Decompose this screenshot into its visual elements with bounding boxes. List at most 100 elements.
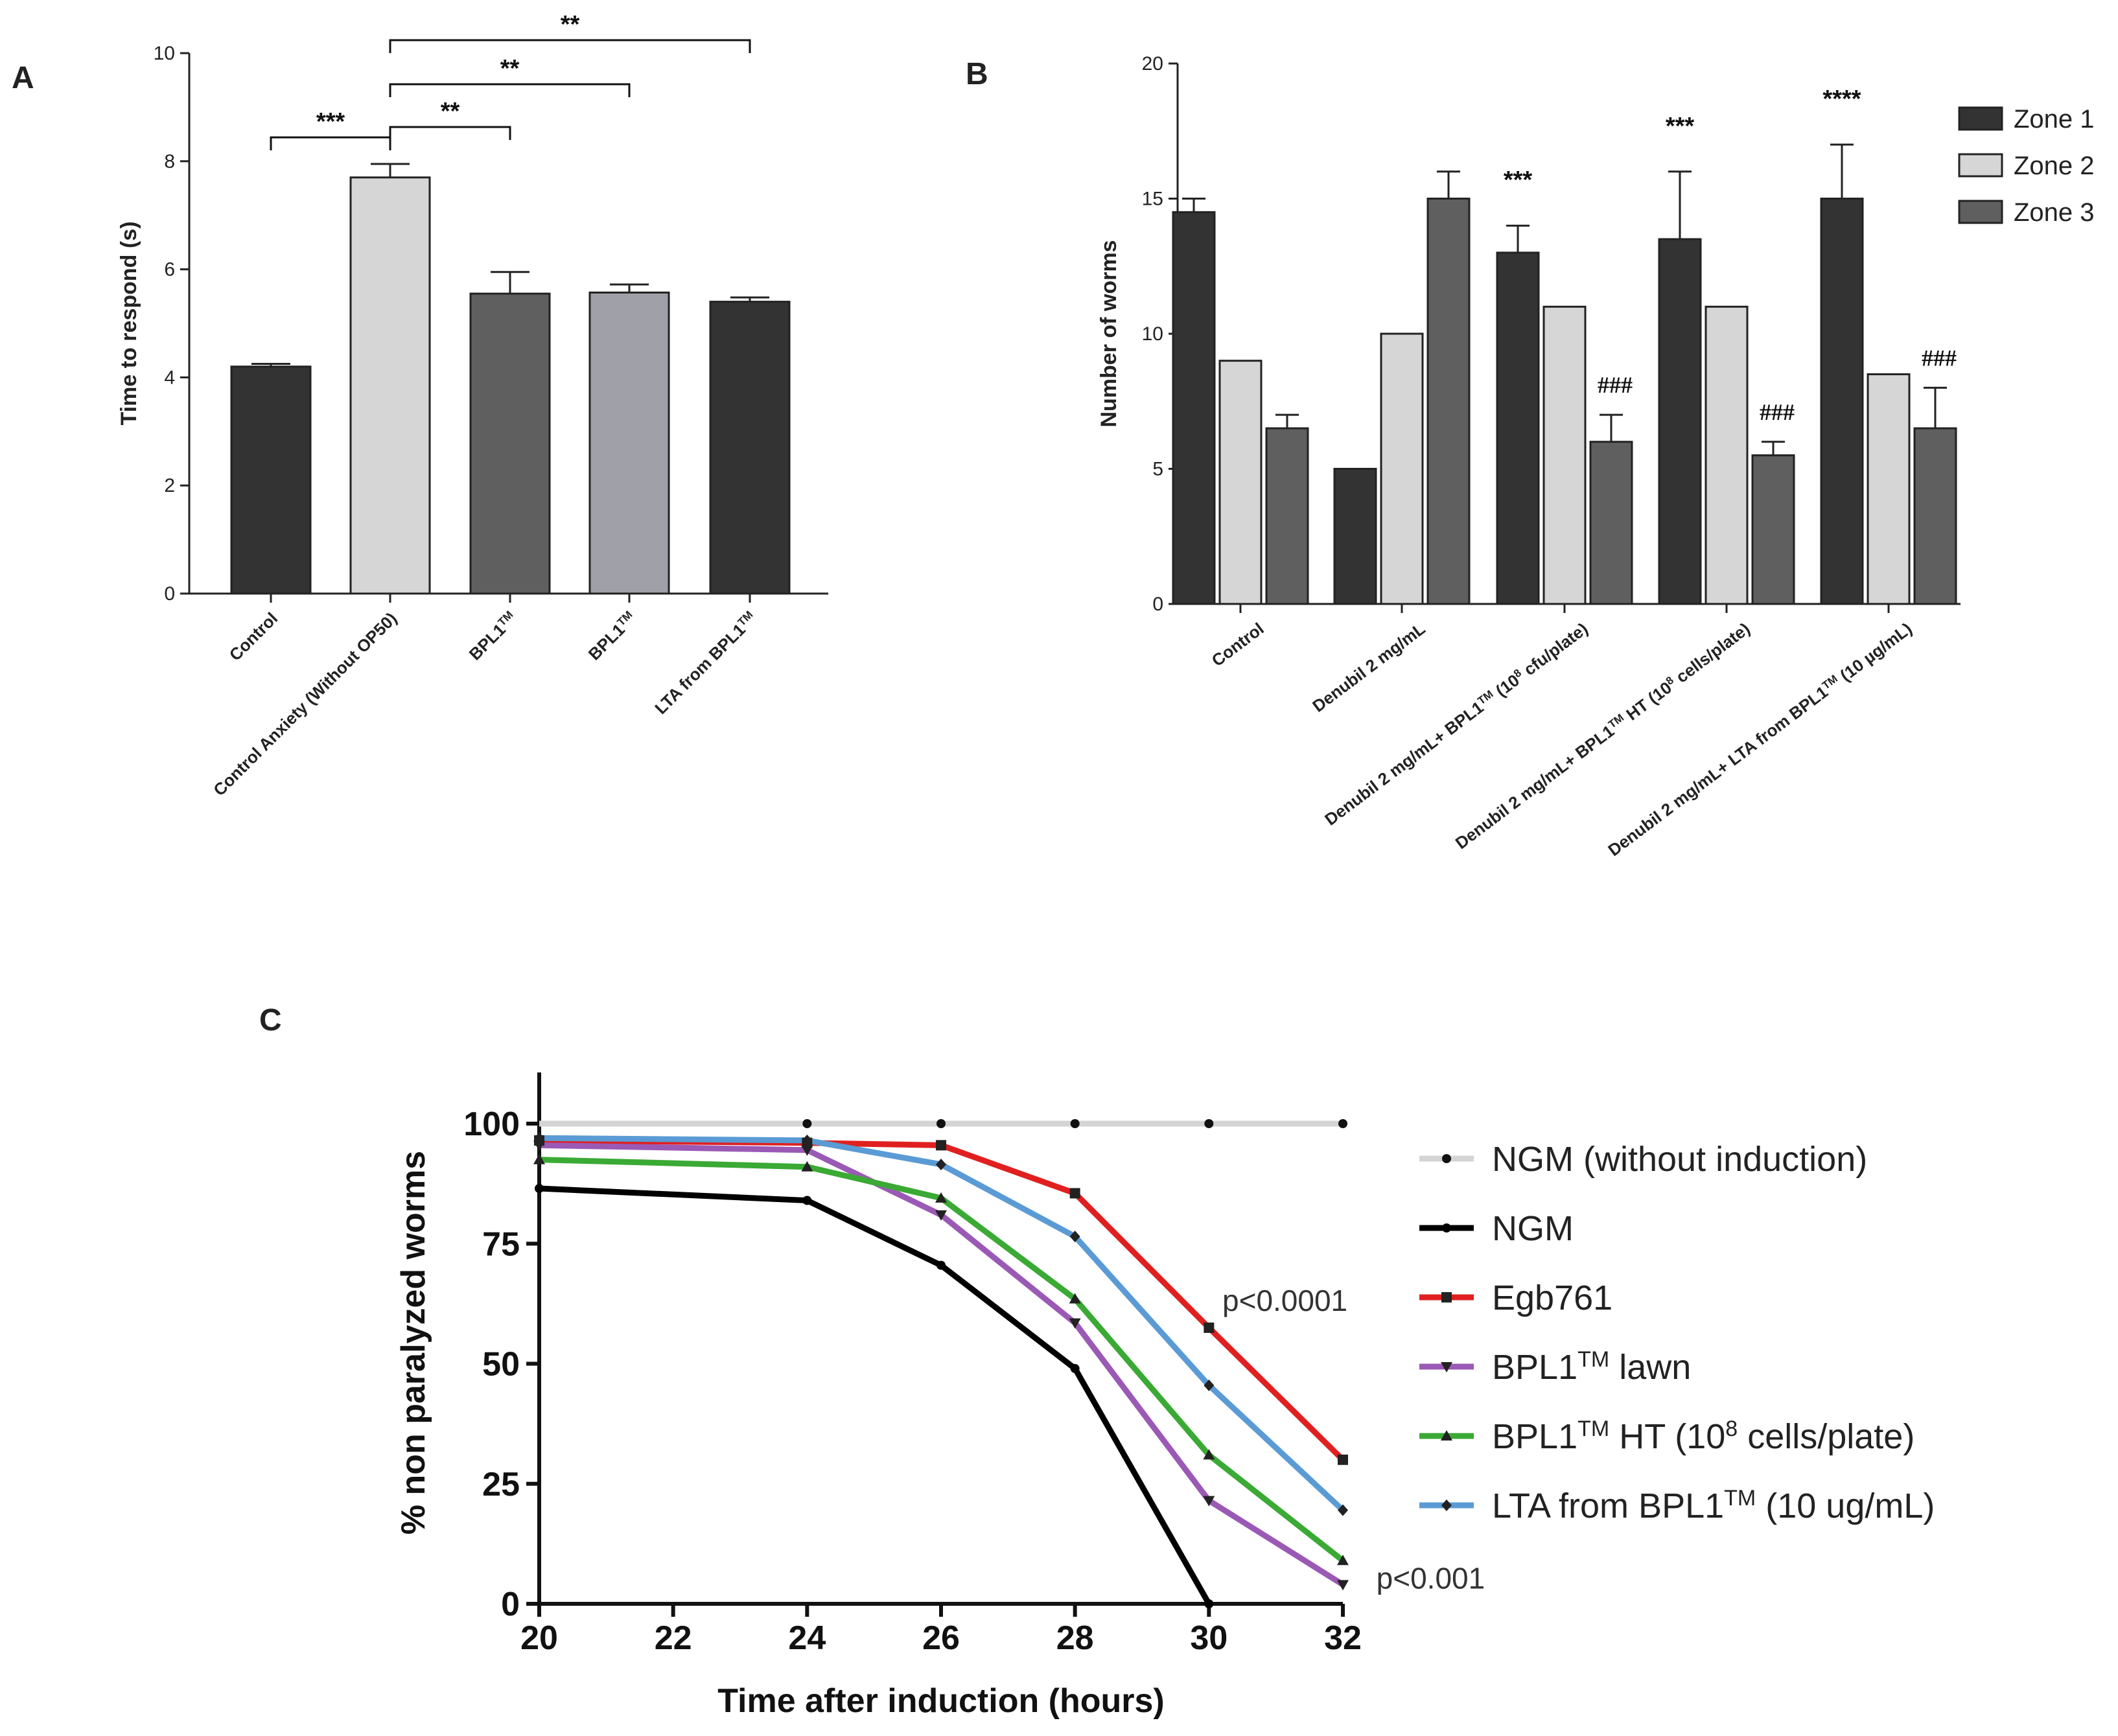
panel-b-bar [1820,198,1864,605]
panel-b-legend-label: Zone 1 [2014,105,2095,133]
panel-c-data-point [801,1161,813,1172]
panel-c-legend-label: BPL1TM lawn [1492,1347,1691,1387]
panel-c-data-point [533,1153,545,1164]
panel-c-data-point [1069,1231,1080,1243]
panel-b-significance-label: *** [1504,167,1533,194]
panel-c-legend-label: NGM (without induction) [1492,1140,1867,1179]
panel-c-x-tick-label: 26 [922,1619,960,1657]
panel-c-data-point [1203,1449,1215,1460]
panel-c-data-point [1204,1119,1214,1128]
legend-text-tail: cells/plate) [1738,1417,1914,1456]
panel-c-data-point [937,1119,946,1128]
panel-c-y-tick-label: 25 [482,1466,520,1503]
panel-c-data-point [533,1140,545,1152]
panel-c-x-tick-label: 20 [520,1619,558,1657]
panel-b-legend-swatch [1958,200,2003,224]
panel-c-data-point [1204,1379,1215,1391]
panel-b-category-label: Control [1208,619,1268,671]
category-text: LTA from BPL1 [651,619,749,718]
panel-b-bar [1172,211,1216,605]
legend-text: NGM [1492,1209,1574,1248]
panel-a-significance-bracket [389,83,631,97]
panel-a-y-tick-label: 4 [164,367,175,388]
legend-superscript: TM [1724,1486,1756,1510]
category-text-tail: (10 µg/mL) [1833,619,1916,688]
panel-c-legend-label: BPL1TM HT (108 cells/plate) [1492,1417,1914,1456]
panel-b-bar [1380,332,1424,605]
panel-b-bar [1589,441,1633,605]
panel-c-y-tick-label: 100 [463,1105,520,1143]
legend-text: Egb761 [1492,1279,1612,1317]
panel-a-significance-label: ** [441,98,460,125]
legend-text: LTA from BPL1 [1492,1487,1724,1525]
panel-c-data-point [802,1196,812,1205]
panel-c-data-point [1069,1318,1081,1329]
panel-a-y-axis-title: Time to respond (s) [117,222,141,426]
panel-b-significance-label: ### [1598,372,1633,398]
category-text: Control [1208,619,1268,671]
panel-c-line-chart: % non paralyzed worms Time after inducti… [395,1072,1935,1720]
panel-a-significance-bracket [270,136,391,150]
legend-text-tail: lawn [1609,1348,1691,1387]
panel-c-data-point [936,1140,946,1151]
panel-b-significance-label: ### [1760,399,1795,425]
category-text: Control [226,608,282,665]
panel-b-bar [1751,454,1795,605]
panel-c-x-tick-label: 28 [1056,1619,1094,1657]
panel-b-bar [1658,238,1702,605]
panel-a-significance-bracket [389,39,751,53]
panel-c-x-tick-label: 22 [655,1619,692,1657]
panel-c-data-point [1441,1292,1452,1302]
panel-c-data-point [1337,1555,1349,1566]
panel-a-bar [469,292,551,595]
panel-c-p-value: p<0.001 [1377,1561,1485,1595]
legend-text-tail: (10 ug/mL) [1756,1487,1935,1525]
panel-c-x-tick-label: 32 [1324,1619,1362,1657]
panel-c-data-point [1442,1154,1451,1163]
panel-a-significance-bracket [389,126,511,140]
panel-c-legend-label: NGM [1492,1209,1574,1248]
panel-c-data-point [1338,1119,1347,1128]
panel-b-significance-label: ### [1922,345,1957,371]
panel-c-letter: C [259,1003,282,1037]
panel-a-bar [588,291,670,595]
panel-c-data-point [1203,1496,1215,1507]
category-text-tail: cells/plate) [1668,619,1753,689]
panel-c-p-value: p<0.0001 [1222,1284,1347,1317]
panel-b-y-tick-label: 0 [1152,594,1163,615]
panel-c-data-point [1070,1363,1080,1373]
panel-c-data-point [1441,1499,1452,1511]
panel-c-data-point [1204,1322,1215,1333]
panel-b-bar [1705,305,1749,605]
panel-c-series-line [539,1142,1345,1588]
panel-b-y-tick-label: 5 [1152,459,1163,480]
panel-b-bar [1426,198,1471,605]
panel-b-legend-label: Zone 3 [2014,198,2095,227]
panel-a-category-label: LTA from BPL1TM [651,608,760,718]
panel-a-letter: A [12,61,34,95]
panel-c-data-point [936,1158,946,1170]
panel-c-data-point [1441,1430,1452,1441]
panel-b-bar [1867,373,1911,605]
panel-b-legend-label: Zone 2 [2014,152,2095,180]
panel-b-y-tick-label: 20 [1142,53,1163,75]
panel-b-y-tick-label: 10 [1142,323,1163,345]
panel-c-data-point [1338,1454,1348,1465]
panel-b-legend-swatch [1958,153,2003,178]
panel-c-series-line [539,1185,1212,1606]
panel-a-significance-label: *** [316,108,345,135]
panel-a-bar [230,365,312,595]
panel-a-category-label: Control [226,608,282,665]
panel-c-x-tick-label: 30 [1190,1619,1228,1657]
panel-c-y-tick-label: 75 [482,1225,520,1263]
legend-text: NGM (without induction) [1492,1140,1867,1179]
panel-c-series-line [539,1157,1345,1563]
panel-b-significance-label: **** [1822,86,1861,113]
panel-b-category-label: Denubil 2 mg/mL [1309,619,1428,716]
panel-c-data-point [1204,1599,1214,1608]
panel-b-significance-label: *** [1666,113,1695,140]
panel-b-letter: B [966,57,988,91]
category-text-tail: HT (10 [1619,678,1675,727]
